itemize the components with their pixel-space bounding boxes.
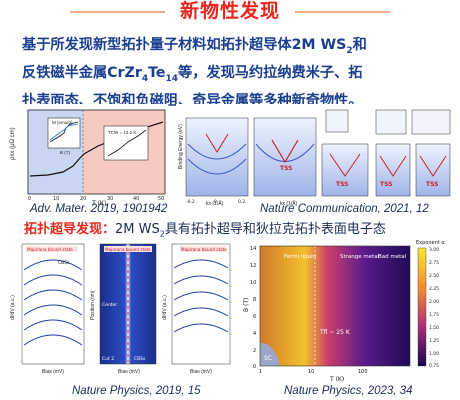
region-bad-metal: Bad metal [378, 254, 407, 260]
stm-panels: Majorana bound state CBSs dI/dV (a.u.) B… [10, 243, 231, 375]
xtick: 40 [133, 196, 139, 202]
cbar-tick: 1.25 [429, 338, 439, 344]
xtick: 100 [358, 369, 368, 375]
cbar-tick: 2.00 [429, 299, 439, 305]
xlabel: T (K) [92, 200, 106, 207]
ytick: 12 [250, 263, 256, 269]
schematic-c [411, 109, 451, 135]
ylabel: dI/dV (a.u.) [10, 295, 16, 320]
schematic-a [325, 109, 349, 133]
caption-nature-physics-2023: Nature Physics, 2023, 34 [284, 385, 413, 397]
xtick: 20 [80, 196, 86, 202]
ytick: 4 [253, 331, 256, 337]
caption-nature-physics-2019: Nature Physics, 2019, 15 [72, 385, 201, 397]
tfl-annotation: Tfl ~ 25 K [319, 329, 351, 336]
arpes-panel-a [185, 117, 249, 197]
phase-diagram: Fermi liquid Strange metal Bad metal SC … [243, 240, 445, 383]
xtick: 10 [308, 369, 314, 375]
ylabel: Binding Energy (eV) [178, 124, 184, 169]
figure-adv-mater: ρxx (μΩ cm) T (K) M (emu/g) B (T) TCW = … [8, 104, 168, 208]
cbs-label: CBSs [58, 260, 70, 266]
arpes-panel-e [415, 143, 451, 197]
sc-region [260, 342, 280, 366]
colorbar [417, 247, 427, 367]
ytick: 8 [253, 297, 256, 303]
xtick: 30 [107, 196, 113, 202]
cbar-tick: 2.25 [429, 286, 439, 292]
phase-map [260, 246, 410, 366]
caption-adv-mater: Adv. Mater. 2019, 1901942 [30, 203, 168, 215]
mbs-tag-text: Majorana bound state [105, 247, 151, 252]
mbs-tag-left [26, 246, 78, 252]
cbar-tick: 3.00 [429, 247, 439, 253]
xlabel: kx (1/Å) [206, 200, 224, 207]
inset2-label: TCW = 13.2 K [108, 130, 136, 135]
title-rule-right [295, 11, 390, 13]
arpes-panel-c [321, 143, 369, 197]
cbar-tick: 2.50 [429, 273, 439, 279]
ytick: 0 [253, 364, 256, 370]
mbs-tag-right [180, 246, 226, 252]
ylabel: dI/dV (a.u.) [162, 295, 168, 320]
figure-nature-physics-2023: Fermi liquid Strange metal Bad metal SC … [240, 238, 458, 384]
cut-label: Cut 2 [102, 356, 114, 362]
xlabel: kx (1/Å) [280, 200, 298, 207]
xtick: 0 [214, 199, 217, 205]
mbs-tag-text: Majorana bound state [181, 247, 227, 252]
tss-label: TSS [336, 181, 348, 188]
region-strange-metal: Strange metal [340, 254, 380, 260]
region-fermi-liquid: Fermi liquid [284, 254, 316, 260]
xtick: 0 [28, 196, 31, 202]
mbs-tag-map [104, 246, 152, 252]
figure-nature-comm: Binding Energy (eV) kx (1/Å) kx (1/Å) -0… [176, 104, 456, 208]
summary-line-1: 基于所发现新型拓扑量子材料如拓扑超导体2M WS2和 [22, 37, 367, 56]
cbar-tick: 1.75 [429, 312, 439, 318]
cbs-label: CBSs [134, 356, 146, 362]
tss-label: TSS [280, 165, 292, 172]
section-heading: 拓扑超导发现：2M WS2具有拓扑超导和狄拉克拓扑表面电子态 [24, 222, 386, 239]
tss-label: TSS [380, 181, 392, 188]
colorbar-title: Exponent α [416, 240, 445, 246]
ytick: 14 [250, 246, 256, 252]
inset1-ylabel: M (emu/g) [52, 120, 73, 125]
xtick: 0.2 [238, 199, 245, 205]
summary-line-2: 反铁磁半金属CrZr4Te14等，发现马约拉纳费米子、拓 [22, 64, 363, 84]
figure-nature-physics-2019: Majorana bound state CBSs dI/dV (a.u.) B… [8, 240, 233, 384]
spectra-panel-left [21, 243, 85, 365]
tss-label: TSS [426, 181, 438, 188]
page-title: 新物性发现 [179, 0, 280, 22]
ylabel: B (T) [243, 298, 250, 312]
xlabel: Bias (mV) [190, 369, 212, 375]
mbs-tag-text: Majorana bound state [27, 247, 73, 252]
xlabel: T (K) [329, 376, 344, 383]
cbar-tick: 1.00 [429, 351, 439, 357]
spectra-panel-right [171, 243, 231, 365]
inset1-xlabel: B (T) [60, 150, 70, 155]
ylabel: Position (nm) [90, 290, 96, 320]
cbar-tick: 1.50 [429, 325, 439, 331]
arpes-panel-b [253, 117, 317, 197]
title-rule-left [70, 11, 165, 13]
ytick: 6 [253, 314, 256, 320]
schematic-b [375, 109, 407, 135]
ytick: 2 [253, 348, 256, 354]
arpes-panel-d [375, 143, 411, 197]
xtick: -0.2 [186, 199, 195, 205]
xlabel: Bias (mV) [118, 369, 140, 375]
ylabel: ρxx (μΩ cm) [10, 127, 16, 160]
cbar-tick: 0.75 [429, 363, 439, 369]
region-sc: SC [264, 355, 272, 362]
summary-text: 基于所发现新型拓扑量子材料如拓扑超导体2M WS2和 反铁磁半金属CrZr4Te… [22, 34, 442, 112]
cbar-tick: 2.75 [429, 260, 439, 266]
arpes-panels: Binding Energy (eV) kx (1/Å) kx (1/Å) -0… [178, 109, 451, 207]
resistivity-plot: ρxx (μΩ cm) T (K) M (emu/g) B (T) TCW = … [10, 109, 166, 207]
caption-nature-comm: Nature Communication, 2021, 12 [260, 203, 429, 215]
section-highlight: 拓扑超导发现： [24, 222, 116, 237]
xtick: 1 [259, 369, 262, 375]
center-label: Center [102, 302, 117, 308]
xtick: 50 [158, 196, 164, 202]
ytick: 10 [250, 280, 256, 286]
xlabel: Bias (mV) [42, 369, 64, 375]
xtick: 10 [53, 196, 59, 202]
